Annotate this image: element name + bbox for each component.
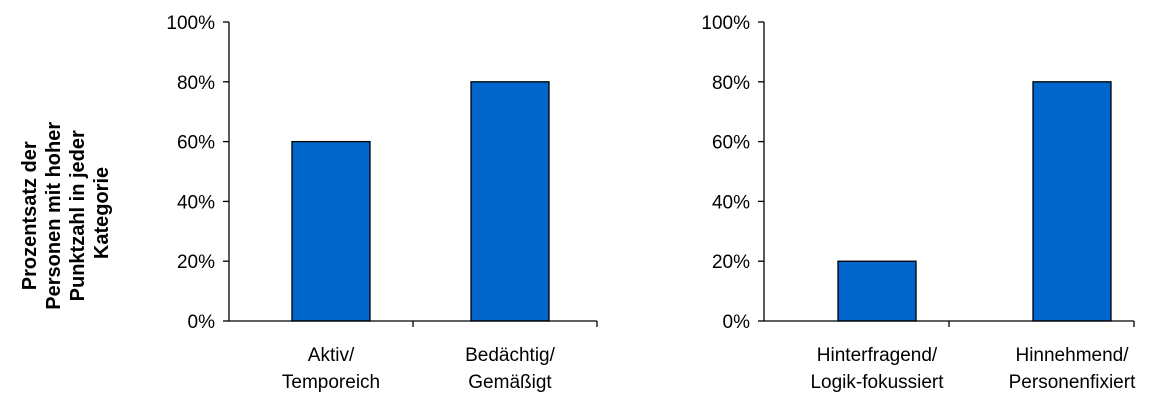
chart-2-y-ticks: 0% 20% 40% 60% 80% 100% bbox=[701, 13, 764, 333]
bar bbox=[1032, 81, 1112, 322]
chart-2: 0% 20% 40% 60% 80% 100% Hinterfragend/Logik-f… bbox=[701, 13, 1136, 393]
y-tick-label: 60% bbox=[177, 133, 215, 154]
y-tick-label: 60% bbox=[712, 133, 750, 154]
y-axis-title-line-1: Prozentsatz der bbox=[19, 141, 41, 290]
y-tick-label: 0% bbox=[188, 312, 216, 333]
bar bbox=[291, 140, 371, 322]
y-axis-title-line-4: Kategorie bbox=[91, 167, 113, 259]
y-axis-title-line-2: Personen mit hoher bbox=[43, 122, 65, 310]
y-tick-label: 20% bbox=[712, 252, 750, 273]
category-label: Hinterfragend/Logik-fokussiert bbox=[810, 345, 944, 393]
y-tick-label: 40% bbox=[712, 192, 750, 213]
y-tick-label: 20% bbox=[177, 252, 215, 273]
y-tick-label: 40% bbox=[177, 192, 215, 213]
category-label: Hinnehmend/Personenfixiert bbox=[1009, 345, 1136, 393]
chart-1: 0% 20% 40% 60% 80% 100% Aktiv/Temporeich Bedäc… bbox=[166, 13, 598, 393]
y-axis-title-line-3: Punktzahl in jeder bbox=[67, 130, 89, 301]
y-tick-label: 80% bbox=[712, 73, 750, 94]
chart-2-categories: Hinterfragend/Logik-fokussiert Hinnehmend… bbox=[810, 321, 1136, 393]
bar bbox=[470, 81, 550, 322]
chart-1-bars bbox=[291, 81, 550, 322]
y-tick-label: 100% bbox=[166, 13, 215, 34]
y-tick-label: 80% bbox=[177, 73, 215, 94]
bar bbox=[837, 260, 917, 322]
chart-1-y-ticks: 0% 20% 40% 60% 80% 100% bbox=[166, 13, 229, 333]
chart-2-bars bbox=[837, 81, 1112, 322]
chart-1-categories: Aktiv/Temporeich Bedächtig/Gemäßigt bbox=[282, 321, 598, 393]
y-tick-label: 0% bbox=[723, 312, 751, 333]
category-label: Bedächtig/Gemäßigt bbox=[465, 345, 556, 393]
y-axis-title: Prozentsatz der Personen mit hoher Punkt… bbox=[19, 116, 113, 309]
y-tick-label: 100% bbox=[701, 13, 750, 34]
category-label: Aktiv/Temporeich bbox=[282, 345, 380, 393]
